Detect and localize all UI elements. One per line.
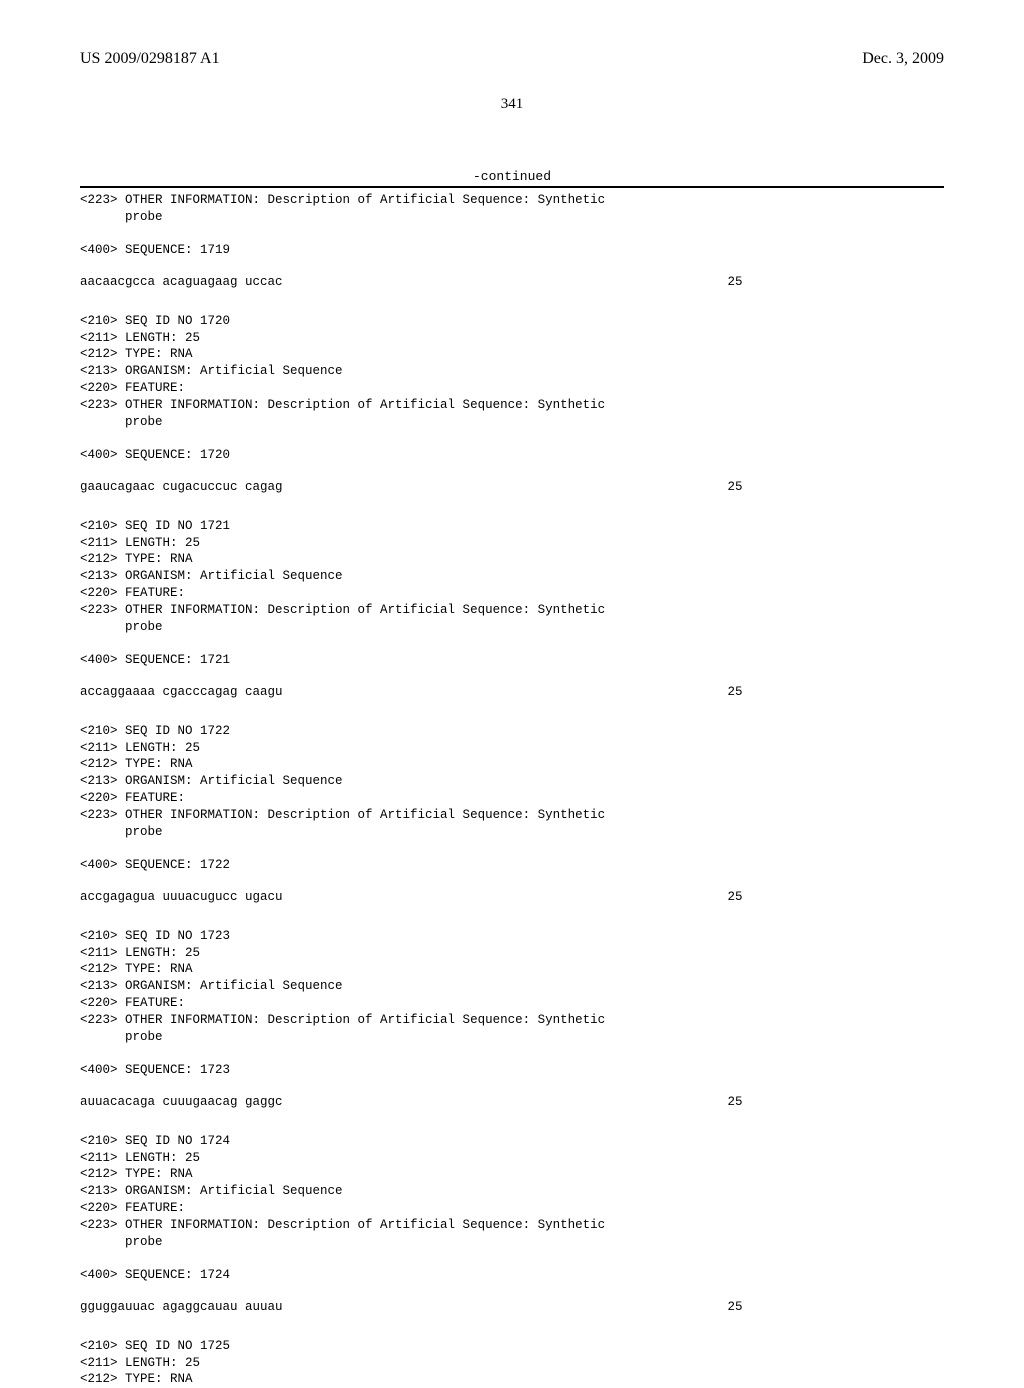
- gap: [80, 431, 944, 447]
- page-container: US 2009/0298187 A1 Dec. 3, 2009 341 -con…: [0, 0, 1024, 1320]
- seq-meta-line: probe: [80, 824, 944, 841]
- gap: [80, 259, 944, 275]
- gap: [80, 464, 944, 480]
- seq-meta-line: <210> SEQ ID NO 1723: [80, 928, 944, 945]
- seq-meta-line: <211> LENGTH: 25: [80, 1355, 944, 1372]
- sequence-length: 25: [283, 890, 743, 904]
- gap: [80, 636, 944, 652]
- seq-meta-line: <220> FEATURE:: [80, 585, 944, 602]
- gap: [80, 904, 944, 928]
- gap: [80, 226, 944, 242]
- seq-meta-line: <211> LENGTH: 25: [80, 1150, 944, 1167]
- sequence-length: 25: [283, 1300, 743, 1314]
- publication-number: US 2009/0298187 A1: [80, 50, 220, 68]
- seq-meta-line: <211> LENGTH: 25: [80, 535, 944, 552]
- seq-label: <400> SEQUENCE: 1721: [80, 652, 944, 669]
- gap: [80, 874, 944, 890]
- seq-meta-line: <223> OTHER INFORMATION: Description of …: [80, 397, 944, 414]
- seq-meta-line: probe: [80, 414, 944, 431]
- sequence-row: gguggauuac agaggcauau auuau25: [80, 1300, 944, 1314]
- seq-meta-line: <223> OTHER INFORMATION: Description of …: [80, 1012, 944, 1029]
- seq-meta-line: <213> ORGANISM: Artificial Sequence: [80, 773, 944, 790]
- seq-label: <400> SEQUENCE: 1724: [80, 1267, 944, 1284]
- seq-meta-line: probe: [80, 619, 944, 636]
- gap: [80, 841, 944, 857]
- continued-label: -continued: [80, 169, 944, 184]
- sequence-row: gaaucagaac cugacuccuc cagag25: [80, 480, 944, 494]
- seq-meta-line: <223> OTHER INFORMATION: Description of …: [80, 807, 944, 824]
- seq-meta-line: <223> OTHER INFORMATION: Description of …: [80, 602, 944, 619]
- seq-meta-line: <212> TYPE: RNA: [80, 1166, 944, 1183]
- sequence-text: auuacacaga cuuugaacag gaggc: [80, 1095, 283, 1109]
- seq-meta-line: <210> SEQ ID NO 1722: [80, 723, 944, 740]
- seq-meta-line: <211> LENGTH: 25: [80, 740, 944, 757]
- seq-meta-line: <211> LENGTH: 25: [80, 945, 944, 962]
- gap: [80, 1079, 944, 1095]
- seq-meta-line: <212> TYPE: RNA: [80, 1371, 944, 1388]
- sequence-row: auuacacaga cuuugaacag gaggc25: [80, 1095, 944, 1109]
- seq-label: <400> SEQUENCE: 1719: [80, 242, 944, 259]
- seq-meta-line: <220> FEATURE:: [80, 995, 944, 1012]
- sequence-length: 25: [283, 1095, 743, 1109]
- seq-meta-line: <220> FEATURE:: [80, 380, 944, 397]
- sequence-listing: <223> OTHER INFORMATION: Description of …: [80, 192, 944, 1388]
- seq-meta-line: <212> TYPE: RNA: [80, 756, 944, 773]
- seq-meta-line: probe: [80, 1234, 944, 1251]
- seq-meta-line: <220> FEATURE:: [80, 1200, 944, 1217]
- sequence-text: accgagagua uuuacugucc ugacu: [80, 890, 283, 904]
- gap: [80, 1046, 944, 1062]
- seq-meta-line: <212> TYPE: RNA: [80, 961, 944, 978]
- gap: [80, 669, 944, 685]
- seq-meta-line: <210> SEQ ID NO 1720: [80, 313, 944, 330]
- seq-meta-line: <212> TYPE: RNA: [80, 551, 944, 568]
- top-rule: [80, 186, 944, 188]
- sequence-text: aacaacgcca acaguagaag uccac: [80, 275, 283, 289]
- seq-meta-line: <220> FEATURE:: [80, 790, 944, 807]
- seq-meta-line: <211> LENGTH: 25: [80, 330, 944, 347]
- sequence-row: aacaacgcca acaguagaag uccac25: [80, 275, 944, 289]
- page-header: US 2009/0298187 A1 Dec. 3, 2009: [80, 50, 944, 68]
- gap: [80, 289, 944, 313]
- gap: [80, 699, 944, 723]
- sequence-length: 25: [283, 275, 743, 289]
- gap: [80, 1284, 944, 1300]
- seq-meta-line: probe: [80, 209, 944, 226]
- sequence-text: gaaucagaac cugacuccuc cagag: [80, 480, 283, 494]
- page-number: 341: [80, 96, 944, 113]
- sequence-text: gguggauuac agaggcauau auuau: [80, 1300, 283, 1314]
- gap: [80, 1109, 944, 1133]
- seq-meta-line: <213> ORGANISM: Artificial Sequence: [80, 978, 944, 995]
- seq-label: <400> SEQUENCE: 1723: [80, 1062, 944, 1079]
- seq-meta-line: <213> ORGANISM: Artificial Sequence: [80, 1183, 944, 1200]
- seq-meta-line: <212> TYPE: RNA: [80, 346, 944, 363]
- seq-meta-line: <223> OTHER INFORMATION: Description of …: [80, 192, 944, 209]
- sequence-row: accaggaaaa cgacccagag caagu25: [80, 685, 944, 699]
- seq-meta-line: <223> OTHER INFORMATION: Description of …: [80, 1217, 944, 1234]
- seq-meta-line: probe: [80, 1029, 944, 1046]
- seq-meta-line: <210> SEQ ID NO 1721: [80, 518, 944, 535]
- seq-meta-line: <213> ORGANISM: Artificial Sequence: [80, 568, 944, 585]
- gap: [80, 1251, 944, 1267]
- gap: [80, 1314, 944, 1338]
- sequence-row: accgagagua uuuacugucc ugacu25: [80, 890, 944, 904]
- sequence-length: 25: [283, 480, 743, 494]
- publication-date: Dec. 3, 2009: [862, 50, 944, 68]
- sequence-text: accaggaaaa cgacccagag caagu: [80, 685, 283, 699]
- seq-meta-line: <210> SEQ ID NO 1724: [80, 1133, 944, 1150]
- gap: [80, 494, 944, 518]
- sequence-length: 25: [283, 685, 743, 699]
- seq-label: <400> SEQUENCE: 1722: [80, 857, 944, 874]
- seq-label: <400> SEQUENCE: 1720: [80, 447, 944, 464]
- seq-meta-line: <210> SEQ ID NO 1725: [80, 1338, 944, 1355]
- seq-meta-line: <213> ORGANISM: Artificial Sequence: [80, 363, 944, 380]
